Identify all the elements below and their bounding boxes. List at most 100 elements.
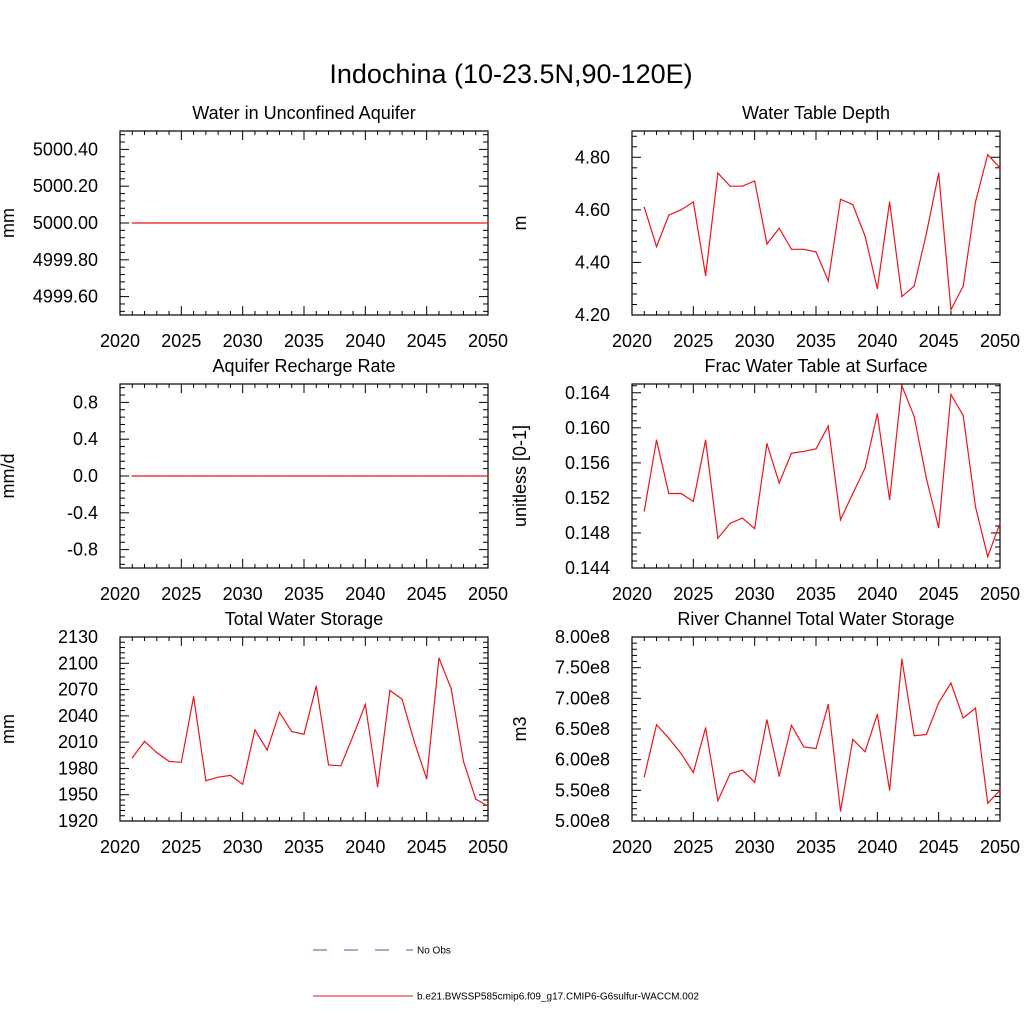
y-tick-label: 2100 (58, 653, 98, 673)
data-point (242, 783, 244, 785)
y-tick-label: 6.50e8 (555, 719, 610, 739)
data-point (974, 707, 977, 709)
x-tick-label: 2030 (735, 331, 775, 351)
data-point (680, 209, 682, 211)
data-point (413, 222, 415, 224)
y-tick-label: 0.0 (73, 466, 98, 486)
data-point (913, 415, 915, 418)
data-point (462, 760, 465, 763)
x-tick-label: 2045 (919, 331, 959, 351)
data-point (803, 746, 805, 748)
series-line-total-water-storage (131, 657, 489, 807)
data-point (987, 556, 989, 558)
y-tick-label: 0.164 (565, 383, 610, 403)
data-point (193, 695, 195, 698)
y-axis-label: mm (0, 714, 18, 744)
data-point (327, 222, 330, 224)
data-point (815, 448, 817, 450)
y-tick-label: 4.80 (575, 147, 610, 167)
series-line-water-table-depth (643, 153, 1001, 312)
y-tick-label: 1920 (58, 811, 98, 831)
data-point (741, 517, 744, 519)
data-point (450, 222, 452, 224)
data-point (266, 475, 268, 477)
x-tick-label: 2050 (980, 837, 1020, 857)
data-point (278, 711, 281, 713)
x-tick-label: 2045 (407, 837, 447, 857)
data-point (364, 475, 366, 477)
y-tick-label: 4.60 (575, 200, 610, 220)
data-point (852, 204, 854, 206)
data-point (340, 765, 342, 767)
data-point (168, 760, 170, 763)
data-point (962, 285, 964, 287)
data-point (131, 757, 133, 759)
y-tick-label: 0.148 (565, 523, 610, 543)
x-tick-label: 2040 (857, 584, 897, 604)
y-tick-label: 5.50e8 (555, 780, 610, 800)
data-point (717, 800, 719, 802)
data-point (815, 748, 817, 750)
data-point (205, 780, 207, 782)
data-point (352, 735, 354, 737)
panel-title: Water in Unconfined Aquifer (192, 103, 415, 123)
x-tick-label: 2040 (857, 837, 897, 857)
data-point (705, 439, 707, 441)
data-point (327, 764, 330, 766)
data-point (754, 527, 756, 530)
data-point (655, 439, 658, 441)
data-point (315, 475, 317, 477)
y-tick-label: 4.40 (575, 252, 610, 272)
legend-model-label: b.e21.BWSSP585cmip6.f09_g17.CMIP6-G6sulf… (417, 992, 699, 1003)
data-point (438, 222, 440, 224)
y-tick-label: -0.8 (67, 540, 98, 560)
data-point (729, 185, 731, 187)
y-axis-label: unitless [0-1] (510, 425, 530, 527)
x-tick-label: 2030 (223, 837, 263, 857)
x-tick-label: 2025 (161, 584, 201, 604)
data-point (815, 251, 817, 253)
data-point (180, 761, 182, 763)
data-point (987, 802, 989, 804)
y-tick-label: 4.20 (575, 305, 610, 325)
data-point (303, 733, 305, 735)
data-point (352, 222, 354, 224)
data-point (180, 475, 182, 477)
panel-total-water-storage: Total Water Storage mm 2020 2025 2030 2035 204… (0, 609, 508, 857)
data-point (705, 727, 707, 729)
data-point (913, 285, 915, 287)
data-point (754, 180, 756, 182)
data-point (766, 719, 768, 721)
x-tick-label: 2020 (100, 837, 140, 857)
data-point (889, 789, 891, 791)
x-tick-label: 2035 (284, 837, 324, 857)
x-tick-label: 2045 (407, 584, 447, 604)
x-tick-label: 2050 (468, 331, 508, 351)
data-point (987, 154, 989, 156)
data-point (413, 741, 415, 743)
data-point (438, 475, 440, 477)
data-point (717, 537, 719, 539)
y-tick-label: 1980 (58, 758, 98, 778)
data-point (790, 452, 793, 454)
data-point (401, 475, 403, 477)
data-point (413, 475, 415, 477)
data-point (950, 393, 952, 396)
data-point (668, 214, 670, 216)
panel-aquifer-water: Water in Unconfined Aquifer mm 2020 2025 203… (0, 103, 508, 351)
data-point (377, 786, 379, 788)
data-point (974, 506, 977, 508)
data-point (901, 385, 903, 387)
data-point (692, 771, 694, 774)
data-point (217, 776, 219, 778)
data-point (205, 475, 207, 477)
data-point (680, 752, 682, 755)
data-point (168, 475, 170, 477)
data-point (315, 222, 317, 224)
x-tick-label: 2035 (284, 584, 324, 604)
data-point (962, 717, 964, 719)
data-point (790, 724, 793, 726)
data-point (475, 222, 477, 224)
data-point (999, 522, 1001, 524)
